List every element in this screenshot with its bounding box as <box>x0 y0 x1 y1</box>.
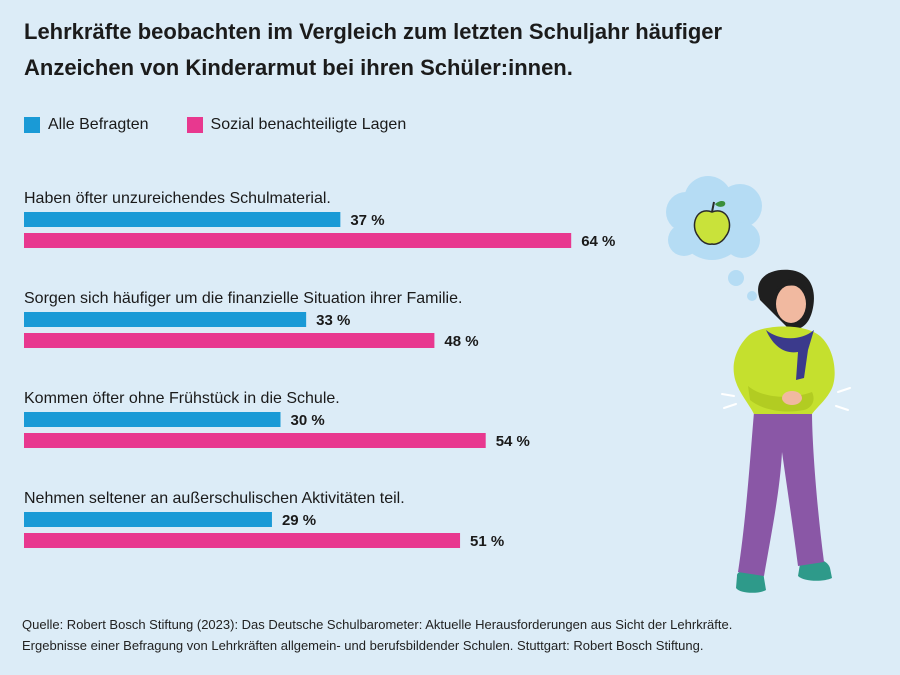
legend-item-all: Alle Befragten <box>24 116 149 134</box>
value-label-disadvantaged: 48 % <box>444 333 478 350</box>
bar-all <box>24 312 307 327</box>
bar-disadvantaged <box>24 333 435 348</box>
legend-item-disadvantaged: Sozial benachteiligte Lagen <box>186 116 407 134</box>
category-label: Sorgen sich häufiger um die finanzielle … <box>24 290 462 307</box>
value-label-all: 33 % <box>316 312 350 329</box>
title-line-1: Lehrkräfte beobachten im Vergleich zum l… <box>24 19 723 44</box>
category-label: Kommen öfter ohne Frühstück in die Schul… <box>24 390 340 407</box>
value-label-all: 29 % <box>282 512 316 529</box>
value-label-disadvantaged: 64 % <box>581 233 615 250</box>
source-line-2: Ergebnisse einer Befragung von Lehrkräft… <box>22 638 704 653</box>
value-label-all: 30 % <box>291 412 325 429</box>
legend: Alle Befragten Sozial benachteiligte Lag… <box>24 116 406 134</box>
source-line-1: Quelle: Robert Bosch Stiftung (2023): Da… <box>22 617 733 632</box>
value-label-disadvantaged: 51 % <box>470 533 504 550</box>
title-line-2: Anzeichen von Kinderarmut bei ihren Schü… <box>24 55 573 80</box>
value-label-disadvantaged: 54 % <box>496 433 530 450</box>
source-note: Quelle: Robert Bosch Stiftung (2023): Da… <box>22 614 732 656</box>
bars-layer: Haben öfter unzureichendes Schulmaterial… <box>24 190 615 550</box>
bar-all <box>24 412 281 427</box>
bar-all <box>24 512 272 527</box>
legend-label-all: Alle Befragten <box>48 116 149 133</box>
bar-disadvantaged <box>24 433 486 448</box>
bar-all <box>24 212 341 227</box>
chart-title: Lehrkräfte beobachten im Vergleich zum l… <box>24 14 824 86</box>
category-label: Nehmen seltener an außerschulischen Akti… <box>24 490 405 507</box>
legend-label-disadvantaged: Sozial benachteiligte Lagen <box>210 116 407 133</box>
legend-swatch-disadvantaged <box>186 117 203 133</box>
legend-swatch-all <box>24 117 40 133</box>
value-label-all: 37 % <box>350 212 384 229</box>
bar-disadvantaged <box>24 533 461 548</box>
category-label: Haben öfter unzureichendes Schulmaterial… <box>24 190 331 207</box>
bar-disadvantaged <box>24 233 572 248</box>
apple-icon <box>693 200 731 245</box>
child-illustration <box>666 176 851 593</box>
